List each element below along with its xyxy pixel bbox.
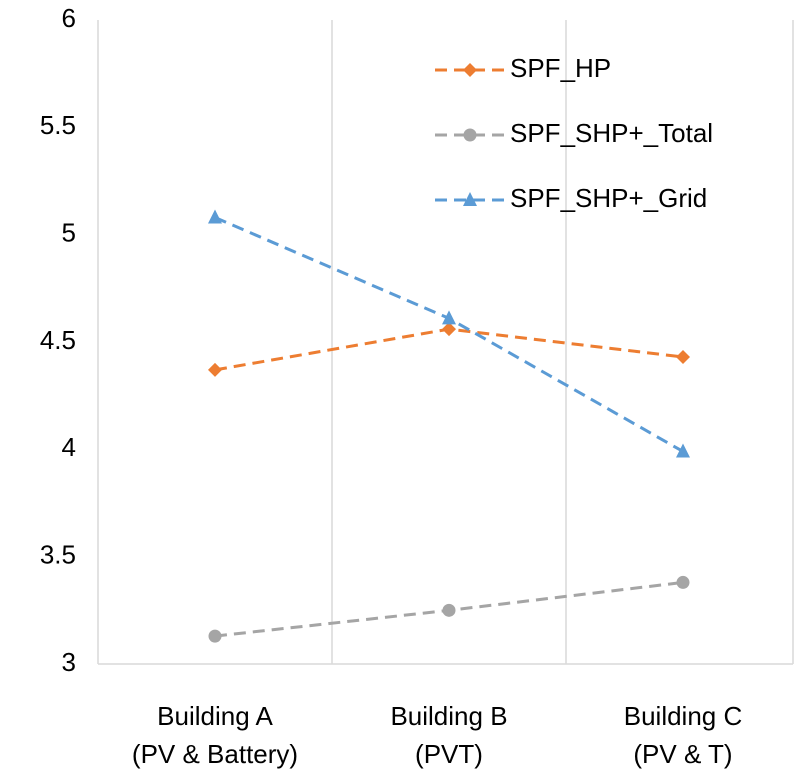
- y-tick-label: 5: [62, 218, 76, 248]
- y-tick-label: 3.5: [40, 540, 76, 570]
- marker: [442, 322, 456, 337]
- legend-label: SPF_SHP+_Total: [510, 118, 713, 148]
- y-tick-label: 4: [62, 432, 76, 462]
- marker: [208, 209, 222, 224]
- marker: [442, 603, 456, 617]
- marker: [442, 310, 456, 325]
- x-tick-label: Building B: [390, 701, 507, 731]
- marker: [676, 350, 690, 365]
- legend-label: SPF_SHP+_Grid: [510, 183, 707, 213]
- marker: [676, 443, 690, 458]
- y-tick-label: 3: [62, 647, 76, 677]
- x-tick-label: (PVT): [415, 739, 483, 769]
- x-tick-label: Building C: [624, 701, 743, 731]
- marker: [676, 575, 690, 589]
- marker: [463, 63, 477, 77]
- y-tick-label: 4.5: [40, 325, 76, 355]
- marker: [208, 362, 222, 377]
- legend-label: SPF_HP: [510, 53, 611, 83]
- x-tick-label: (PV & Battery): [132, 739, 298, 769]
- y-tick-label: 5.5: [40, 110, 76, 140]
- x-tick-label: Building A: [157, 701, 273, 731]
- marker: [208, 629, 222, 643]
- marker: [463, 128, 477, 142]
- y-tick-label: 6: [62, 3, 76, 33]
- x-tick-label: (PV & T): [633, 739, 732, 769]
- marker: [463, 192, 477, 206]
